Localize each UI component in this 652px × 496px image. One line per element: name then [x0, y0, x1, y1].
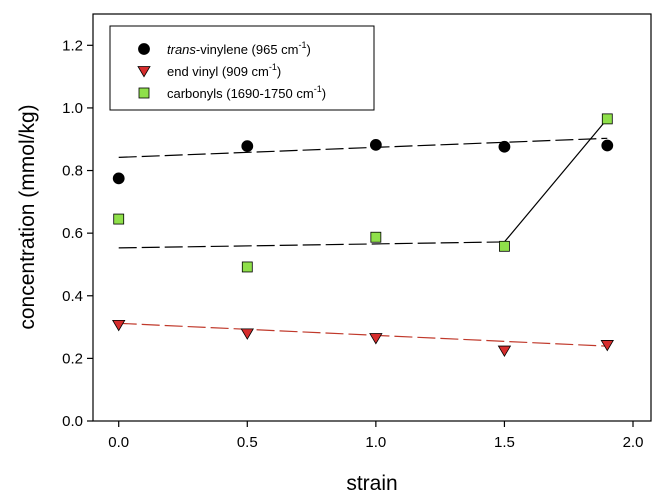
y-tick-label: 1.0: [62, 100, 83, 117]
legend-box: [109, 25, 375, 111]
y-tick-label: 0.6: [62, 225, 83, 242]
y-tick-label: 0.2: [62, 350, 83, 367]
x-tick-label: 1.5: [494, 434, 515, 451]
x-tick-label: 0.0: [108, 434, 129, 451]
fit-line-0: [118, 137, 608, 158]
x-tick-label: 2.0: [623, 434, 644, 451]
data-point-s1-3: [497, 345, 512, 358]
x-tick-label: 0.5: [237, 434, 258, 451]
y-axis-title: concentration (mmol/kg): [16, 104, 39, 329]
data-point-s0-3: [498, 140, 511, 153]
legend-label-0: trans-vinylene (965 cm-1): [167, 40, 311, 57]
data-point-s1-4: [600, 340, 614, 352]
legend-marker-2: [138, 87, 150, 99]
data-point-s2-3: [499, 240, 510, 252]
data-point-s1-2: [369, 333, 383, 345]
fit-line-2: [118, 241, 505, 249]
legend-label-1: end vinyl (909 cm-1): [167, 62, 281, 79]
data-point-s0-0: [112, 172, 125, 185]
x-tick-label: 1.0: [365, 434, 386, 451]
data-point-s0-1: [241, 140, 254, 153]
data-point-s0-2: [369, 138, 382, 151]
y-tick-label: 1.2: [62, 37, 83, 54]
y-tick-label: 0.8: [62, 163, 83, 180]
data-markers: [112, 113, 614, 358]
data-point-s2-4: [601, 113, 613, 125]
legend-marker-0: [138, 43, 150, 55]
fit-line-1: [118, 322, 608, 347]
legend-label-2: carbonyls (1690-1750 cm-1): [167, 84, 326, 101]
connector-line-2: [503, 118, 608, 243]
fit-lines: [118, 118, 608, 347]
y-tick-label: 0.0: [62, 413, 83, 430]
data-point-s2-2: [370, 231, 382, 243]
data-point-s0-4: [601, 139, 614, 152]
data-point-s2-0: [113, 213, 125, 225]
data-point-s2-1: [241, 261, 253, 273]
y-axis: 0.0 0.2 0.4 0.6 0.8 1.0 1.2: [62, 37, 93, 430]
x-axis: 0.0 0.5 1.0 1.5 2.0: [108, 421, 643, 451]
plot-frame: [92, 13, 652, 422]
plot-area: [92, 13, 652, 422]
data-point-s1-0: [112, 319, 126, 332]
x-axis-title: strain: [346, 472, 397, 495]
data-point-s1-1: [240, 328, 254, 340]
legend-marker-1: [137, 66, 151, 78]
legend: trans-vinylene (965 cm-1) end vinyl (909 …: [109, 25, 375, 111]
y-tick-label: 0.4: [62, 288, 83, 305]
